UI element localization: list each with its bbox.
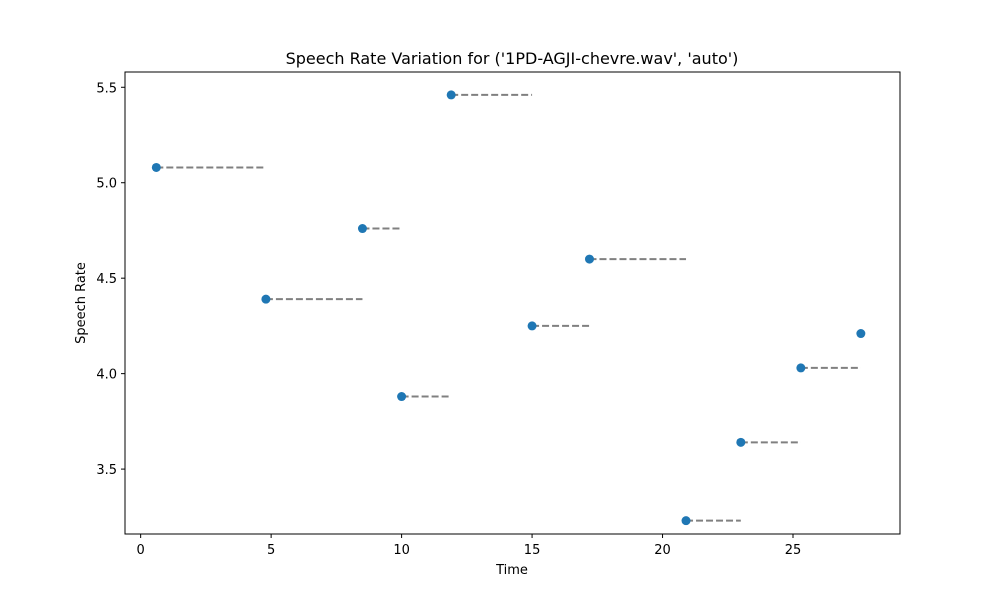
data-point xyxy=(397,392,407,402)
x-tick-label: 0 xyxy=(137,543,145,558)
data-point xyxy=(446,90,456,100)
data-point xyxy=(151,162,161,172)
plot-layer xyxy=(151,90,866,526)
y-axis-label: Speech Rate xyxy=(74,262,89,344)
data-point xyxy=(584,254,594,264)
x-tick-label: 10 xyxy=(393,543,410,558)
y-axis: 3.5 4.0 4.5 5.0 5.5 xyxy=(96,81,125,478)
x-tick-label: 25 xyxy=(785,543,802,558)
data-point xyxy=(357,224,367,234)
y-tick-label: 4.0 xyxy=(96,368,117,383)
y-tick-label: 5.0 xyxy=(96,177,117,192)
y-tick-label: 3.5 xyxy=(96,463,117,478)
y-tick-label: 5.5 xyxy=(96,81,117,96)
data-point xyxy=(527,321,537,331)
data-point xyxy=(681,516,691,526)
x-tick-label: 5 xyxy=(267,543,275,558)
plot-frame xyxy=(124,71,901,535)
data-point xyxy=(261,294,271,304)
data-point xyxy=(796,363,806,373)
data-point xyxy=(736,437,746,447)
x-tick-label: 20 xyxy=(654,543,671,558)
x-tick-label: 15 xyxy=(524,543,541,558)
data-point xyxy=(856,329,866,339)
chart-title: Speech Rate Variation for ('1PD-AGJI-che… xyxy=(286,49,739,68)
x-axis: 0 5 10 15 20 25 xyxy=(137,534,802,558)
y-tick-label: 4.5 xyxy=(96,272,117,287)
x-axis-label: Time xyxy=(495,563,528,578)
